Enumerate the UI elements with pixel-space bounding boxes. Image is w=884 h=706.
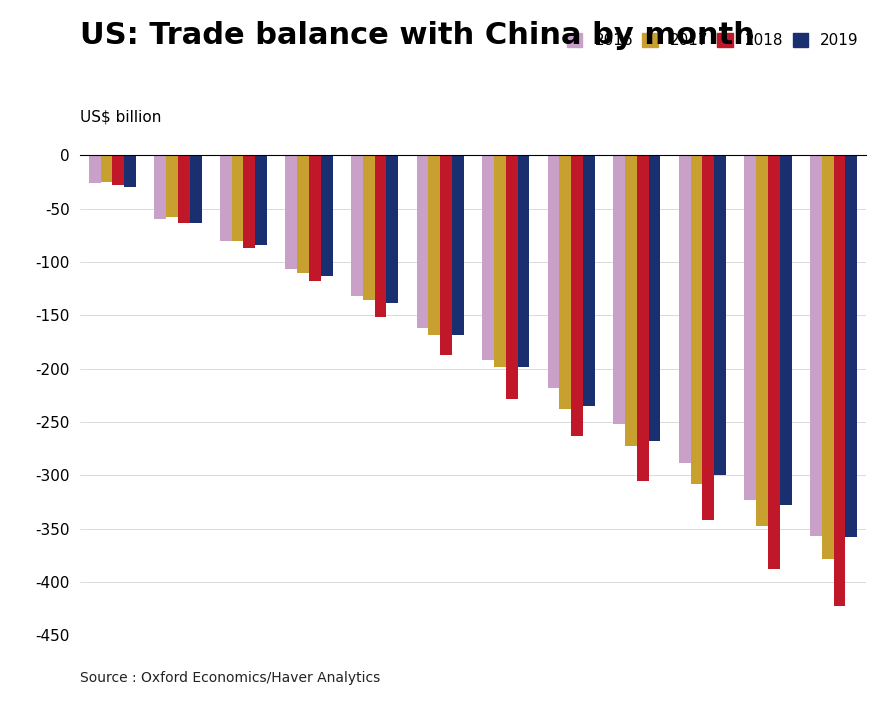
Bar (625, 155, 636, 445)
Bar (780, 155, 791, 505)
Bar (649, 155, 660, 441)
Bar (517, 155, 530, 366)
Bar (321, 155, 332, 276)
Bar (243, 155, 255, 248)
Bar (690, 155, 703, 484)
Bar (560, 155, 571, 409)
Bar (440, 155, 452, 355)
Bar (679, 155, 690, 462)
Bar (112, 155, 124, 185)
Bar (166, 155, 178, 217)
Bar (571, 155, 583, 436)
Bar (178, 155, 190, 222)
Bar (822, 155, 834, 558)
Bar (155, 155, 166, 220)
Bar (548, 155, 560, 388)
Bar (714, 155, 726, 475)
Text: US$ billion: US$ billion (80, 109, 161, 124)
Bar (834, 155, 845, 606)
Text: Source : Oxford Economics/Haver Analytics: Source : Oxford Economics/Haver Analytic… (80, 671, 380, 685)
Bar (101, 155, 112, 182)
Bar (309, 155, 321, 281)
Bar (297, 155, 309, 273)
Bar (810, 155, 822, 536)
Bar (756, 155, 768, 525)
Bar (190, 155, 202, 222)
Bar (452, 155, 464, 335)
Bar (232, 155, 243, 241)
Legend: 2016, 2017, 2018, 2019: 2016, 2017, 2018, 2019 (567, 33, 858, 49)
Bar (482, 155, 494, 360)
Bar (506, 155, 517, 399)
Bar (613, 155, 625, 424)
Bar (636, 155, 649, 481)
Bar (494, 155, 506, 366)
Bar (362, 155, 375, 301)
Bar (220, 155, 232, 241)
Bar (845, 155, 857, 537)
Bar (375, 155, 386, 318)
Bar (744, 155, 756, 500)
Bar (768, 155, 780, 569)
Bar (124, 155, 136, 187)
Bar (88, 155, 101, 183)
Bar (429, 155, 440, 335)
Bar (583, 155, 595, 406)
Bar (286, 155, 297, 270)
Bar (255, 155, 267, 245)
Bar (703, 155, 714, 520)
Bar (416, 155, 429, 328)
Bar (351, 155, 362, 296)
Text: US: Trade balance with China by month: US: Trade balance with China by month (80, 21, 754, 50)
Bar (386, 155, 398, 303)
